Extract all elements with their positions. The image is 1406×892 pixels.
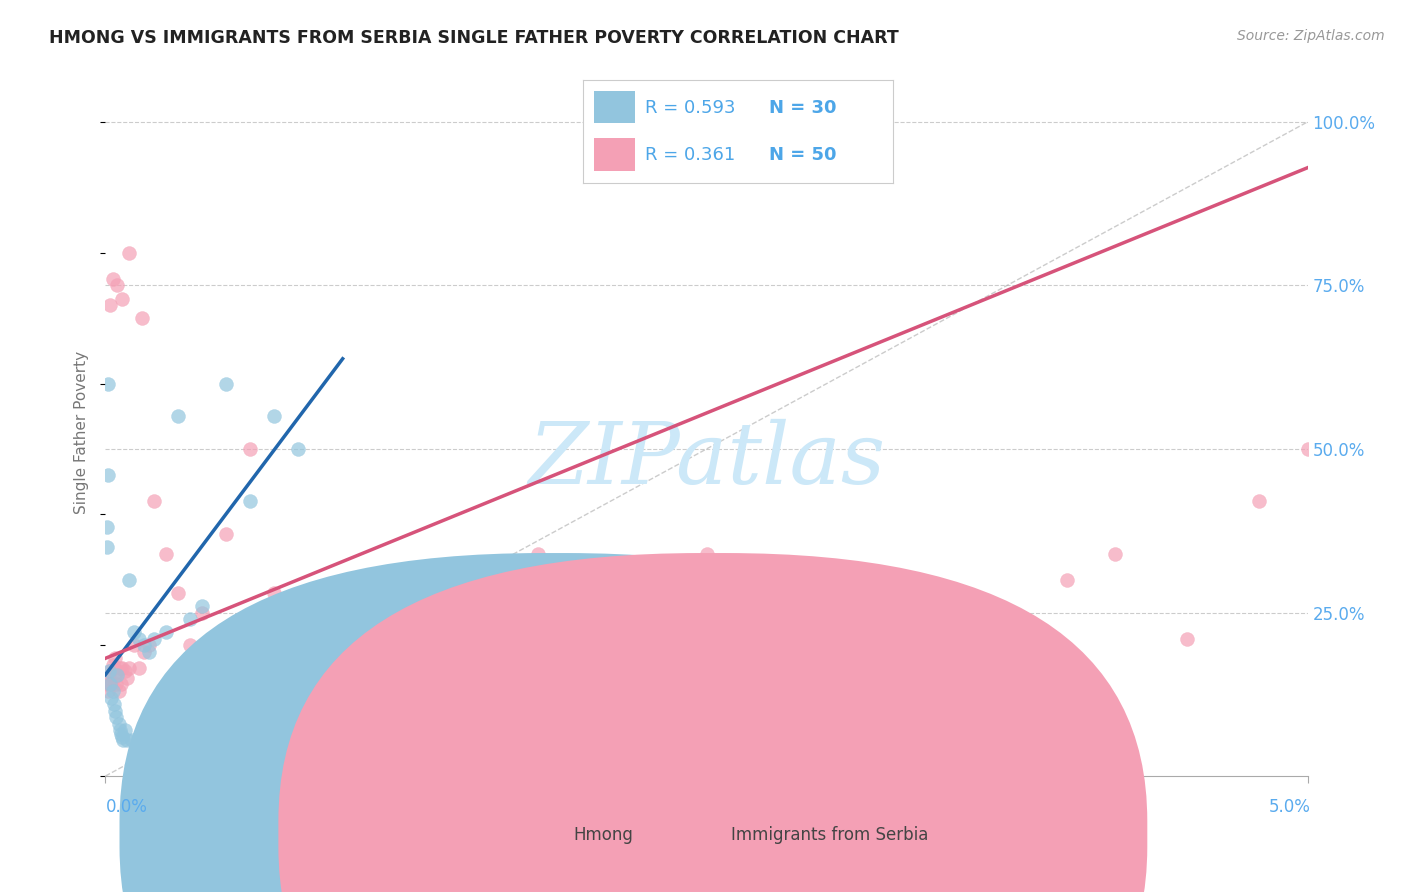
Point [382, 632, 405, 646]
Point [575, 632, 598, 646]
Point [128, 632, 150, 646]
Point [97, 376, 120, 391]
Point [1056, 573, 1078, 587]
Point [114, 723, 136, 738]
Point [112, 733, 135, 747]
Point [105, 677, 128, 691]
Point [214, 527, 236, 541]
Point [696, 547, 718, 561]
Point [103, 671, 125, 685]
Point [118, 245, 141, 260]
Point [1104, 547, 1126, 561]
Point [335, 638, 357, 652]
Point [107, 716, 129, 731]
Point [287, 632, 309, 646]
Point [100, 690, 122, 705]
Point [100, 677, 122, 691]
Point [115, 671, 138, 685]
Point [239, 494, 262, 508]
Point [97, 684, 120, 698]
Point [124, 638, 146, 652]
Point [103, 697, 125, 711]
Text: HMONG VS IMMIGRANTS FROM SERBIA SINGLE FATHER POVERTY CORRELATION CHART: HMONG VS IMMIGRANTS FROM SERBIA SINGLE F… [49, 29, 898, 46]
Point [96, 520, 118, 534]
Text: Hmong: Hmong [574, 826, 634, 844]
Point [142, 632, 165, 646]
Point [98, 665, 121, 679]
Point [111, 730, 134, 744]
Point [121, 733, 143, 747]
Point [179, 638, 201, 652]
Point [311, 684, 333, 698]
Point [166, 409, 188, 424]
Point [263, 409, 285, 424]
Point [110, 726, 132, 740]
Point [131, 311, 153, 326]
Text: R = 0.361: R = 0.361 [645, 146, 735, 164]
Point [166, 586, 188, 600]
Point [118, 573, 141, 587]
Point [114, 665, 136, 679]
Y-axis label: Single Father Poverty: Single Father Poverty [75, 351, 90, 514]
Point [101, 657, 124, 672]
Point [190, 606, 212, 620]
Text: 0.0%: 0.0% [105, 798, 148, 816]
Point [263, 586, 285, 600]
Point [104, 651, 127, 665]
Point [107, 278, 129, 293]
Point [96, 677, 118, 691]
Point [1175, 632, 1198, 646]
Point [142, 494, 165, 508]
Point [96, 540, 118, 554]
Point [105, 710, 128, 724]
Point [155, 625, 177, 640]
Point [138, 638, 160, 652]
Point [179, 612, 201, 626]
Text: R = 0.593: R = 0.593 [645, 99, 735, 117]
Point [1249, 494, 1271, 508]
Point [101, 272, 124, 286]
Point [190, 599, 212, 613]
Point [107, 684, 129, 698]
Point [108, 661, 131, 675]
Point [107, 665, 129, 679]
Point [107, 667, 129, 681]
Point [132, 645, 155, 659]
Text: N = 50: N = 50 [769, 146, 837, 164]
Point [287, 442, 309, 456]
Point [98, 671, 121, 685]
Point [97, 468, 120, 483]
Text: Source: ZipAtlas.com: Source: ZipAtlas.com [1237, 29, 1385, 43]
Point [214, 376, 236, 391]
Point [128, 661, 150, 675]
Point [98, 677, 121, 691]
Bar [595, 91, 634, 123]
Point [1296, 442, 1319, 456]
Point [936, 632, 959, 646]
Text: ZIPatlas: ZIPatlas [527, 418, 886, 501]
Point [138, 645, 160, 659]
Point [118, 661, 141, 675]
Point [111, 292, 134, 306]
Point [101, 684, 124, 698]
Point [110, 677, 132, 691]
Point [115, 733, 138, 747]
Point [111, 661, 134, 675]
Point [124, 625, 146, 640]
Text: 5.0%: 5.0% [1268, 798, 1310, 816]
Point [155, 547, 177, 561]
Point [104, 704, 127, 718]
Point [454, 632, 477, 646]
Text: Immigrants from Serbia: Immigrants from Serbia [731, 826, 928, 844]
Point [527, 547, 550, 561]
Text: N = 30: N = 30 [769, 99, 837, 117]
Bar [595, 137, 634, 170]
Point [132, 638, 155, 652]
Point [239, 442, 262, 456]
Point [98, 665, 121, 679]
Point [98, 298, 121, 312]
Point [108, 723, 131, 738]
Point [815, 690, 838, 705]
